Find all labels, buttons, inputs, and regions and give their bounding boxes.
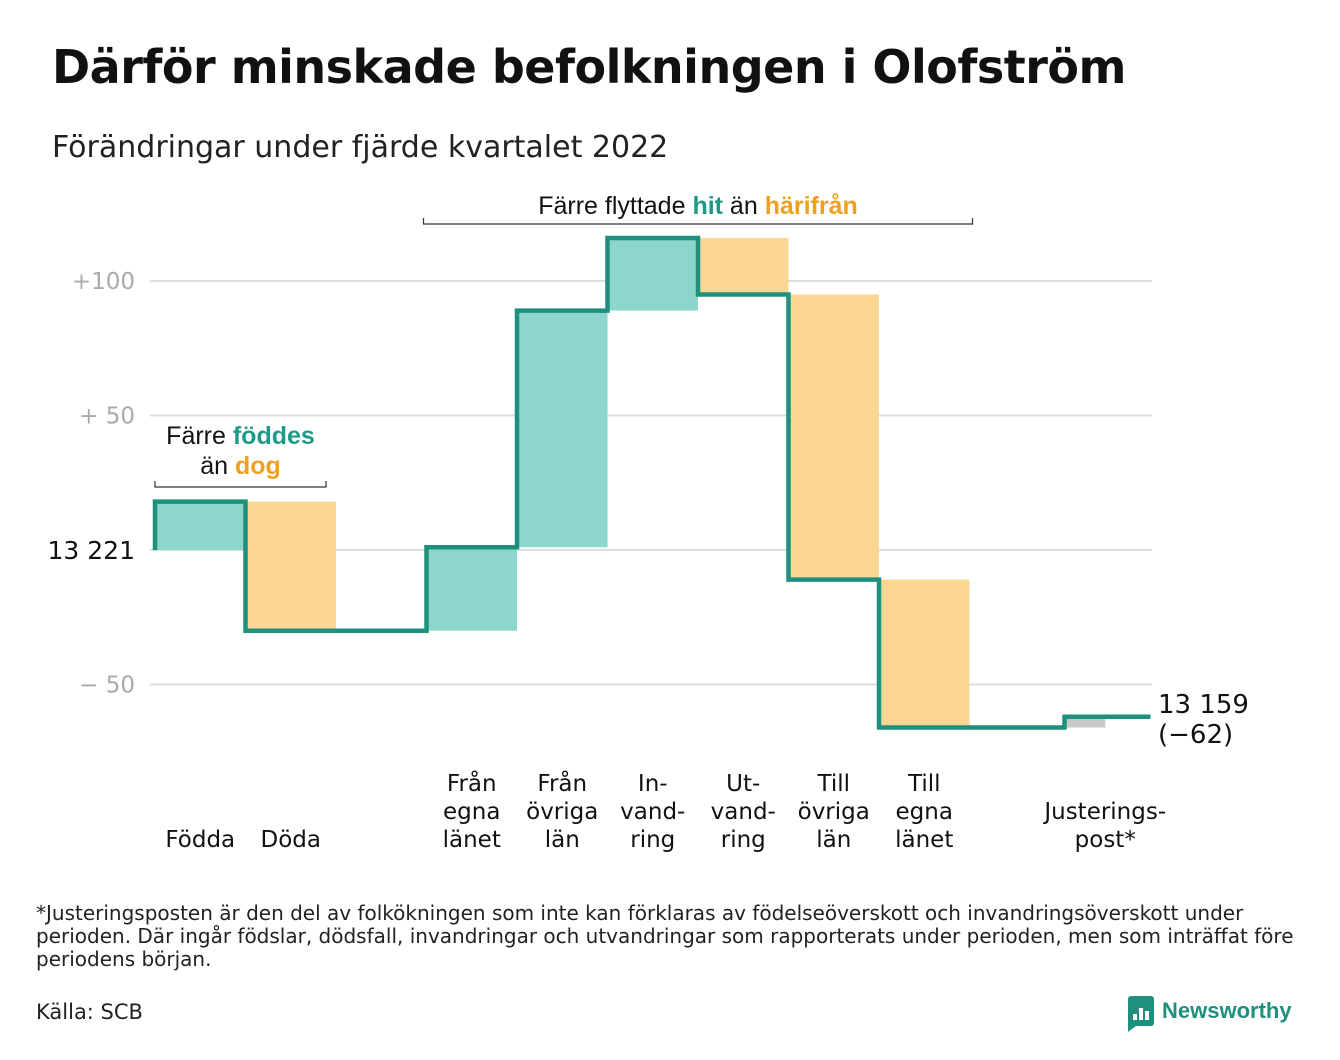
brand-logo: Newsworthy [1128,996,1292,1032]
category-label: övriga [798,799,870,825]
waterfall-bar [155,501,246,550]
annotation-moves-bracket [422,218,974,225]
end-value-label: 13 159 [1158,690,1249,720]
annotation-births-line1: Färre föddes [166,422,315,450]
category-label: Till [816,771,850,797]
waterfall-bar [607,237,698,311]
end-change-label: (−62) [1158,720,1233,750]
category-label: egna [443,799,500,825]
category-label: post* [1075,827,1136,853]
chart-title: Därför minskade befolkningen i Olofström [52,40,1126,94]
annotation-births-line2: än dog [200,452,281,480]
y-tick-label: + 50 [79,404,135,430]
footnote: *Justeringsposten är den del av folkökni… [36,901,1294,971]
annotation-moves: Färre flyttade hit än härifrån [538,192,858,220]
chart-subtitle: Förändringar under fjärde kvartalet 2022 [52,130,669,165]
category-label: Till [907,771,941,797]
source-label: Källa: SCB [36,1000,143,1024]
category-label: ring [630,827,675,853]
annotation-births-bracket [154,481,327,488]
category-label: län [545,827,580,853]
category-label: Från [447,769,497,797]
waterfall-bar [788,294,879,580]
waterfall-bar [698,237,789,295]
category-label: övriga [526,799,598,825]
category-label: län [816,827,851,853]
category-label: Från [537,769,587,797]
y-tick-label: − 50 [79,673,135,699]
step-line [152,235,1151,730]
waterfall-bar [517,310,608,548]
category-label: In- [638,771,668,797]
waterfall-bar [879,579,970,728]
waterfall-bar [245,501,336,631]
category-label: vand- [711,799,776,825]
brand-name: Newsworthy [1162,998,1292,1023]
waterfall-chart: +100 + 50 − 50 13 221 13 159(−62) Födda Döda Fr… [48,192,1249,853]
start-value-label: 13 221 [48,536,135,565]
newsworthy-icon [1128,996,1154,1032]
category-label: länet [443,827,501,853]
waterfall-bar [426,547,517,631]
y-tick-label: +100 [72,269,135,295]
category-label: egna [896,799,953,825]
category-label: länet [895,827,953,853]
waterfall-bar [1064,716,1106,728]
category-label: Ut- [726,771,760,797]
category-label: Födda [165,827,235,853]
category-label: vand- [620,799,685,825]
category-label: ring [721,827,766,853]
category-label: Justerings- [1042,799,1166,825]
category-label: Döda [261,827,321,853]
